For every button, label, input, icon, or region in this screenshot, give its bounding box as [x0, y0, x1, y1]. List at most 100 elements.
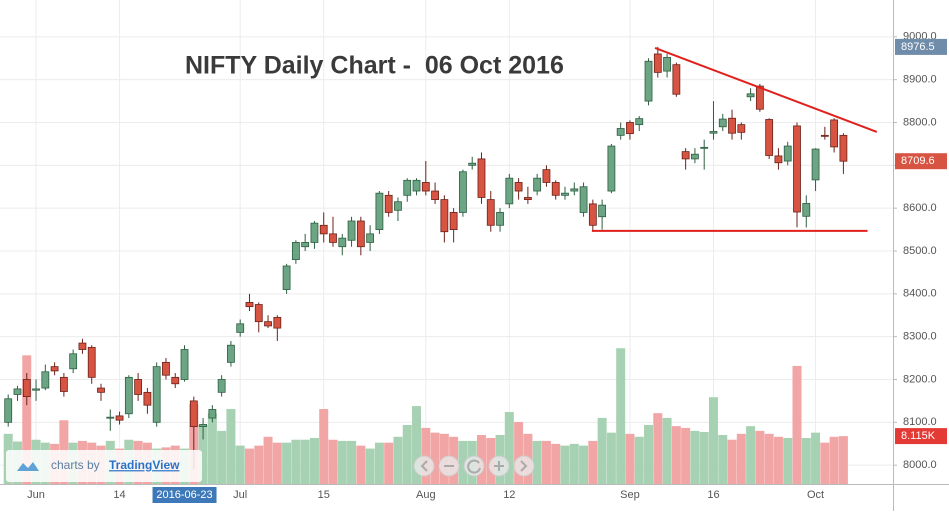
candle-body — [41, 371, 50, 389]
candle-body — [115, 415, 124, 421]
candle-body — [22, 379, 31, 398]
volume-bar — [217, 430, 227, 484]
volume-bar — [412, 406, 422, 484]
candle-body — [356, 220, 365, 248]
candle-body — [718, 118, 727, 128]
candle-body — [663, 56, 671, 72]
candle-body — [820, 134, 829, 137]
scroll-left-button[interactable] — [413, 455, 435, 477]
volume-bar — [829, 436, 839, 484]
candle-body — [199, 424, 207, 428]
candle-body — [616, 128, 625, 136]
last-price-label: 8709.6 — [901, 155, 935, 167]
candle-body — [653, 53, 662, 73]
volume-bar — [365, 448, 375, 484]
volume-bar — [235, 445, 245, 484]
candle-body — [106, 416, 115, 419]
candle-body — [477, 158, 486, 198]
volume-bar — [579, 445, 589, 484]
volume-bar — [356, 445, 366, 484]
volume-bar — [820, 442, 830, 484]
candle-body — [830, 119, 839, 148]
y-tick-label: 8000.0 — [903, 459, 937, 471]
volume-bar — [347, 440, 357, 484]
last-price-label-box — [895, 153, 947, 170]
volume-bar — [22, 355, 32, 484]
volume-bar — [551, 443, 561, 484]
candle-body — [403, 179, 412, 196]
candle-body — [579, 186, 588, 213]
volume-bar — [291, 439, 301, 484]
volume-bar — [616, 348, 626, 484]
candle-body — [189, 400, 198, 428]
candle-body — [802, 203, 811, 217]
candle-body — [310, 222, 319, 243]
x-tick-label: Oct — [807, 489, 824, 501]
y-tick-label: 8200.0 — [903, 373, 937, 385]
candle-body — [412, 179, 421, 192]
candle-body — [533, 177, 542, 192]
candle-body — [13, 388, 22, 395]
axes: 8000.0 8100.0 8200.0 8300.0 8400.0 8500.0 8600… — [27, 31, 947, 503]
watermark[interactable]: charts by TradingView — [6, 450, 202, 482]
chart-title: NIFTY Daily Chart - 06 Oct 2016 — [185, 52, 564, 80]
volume-bar — [838, 436, 848, 484]
candle-body — [811, 148, 820, 181]
volume-bar — [541, 440, 551, 484]
watermark-brand[interactable]: TradingView — [109, 458, 180, 472]
candle-body — [143, 391, 152, 406]
volume-bar — [402, 424, 412, 484]
volume-bar — [736, 433, 746, 484]
candle-body — [124, 376, 133, 415]
volume-bar — [773, 436, 783, 484]
candle-body — [32, 388, 40, 391]
candle-body — [783, 145, 792, 162]
candle-body — [421, 182, 430, 192]
volume-bar — [718, 435, 728, 484]
candle-body — [542, 169, 551, 183]
volume-bar — [783, 437, 793, 484]
volume-bar — [514, 422, 524, 484]
volume-bar — [319, 409, 329, 484]
high-price-label: 8976.5 — [901, 41, 935, 53]
x-tick-label: 14 — [113, 489, 125, 501]
candle-body — [338, 237, 347, 248]
volume-bar — [569, 443, 579, 484]
volume-bar — [644, 424, 654, 484]
y-tick-label: 8800.0 — [903, 116, 937, 128]
candle-body — [505, 177, 514, 205]
candle-body — [384, 194, 393, 213]
candle-body — [514, 182, 523, 192]
volume-bar — [606, 432, 616, 484]
crosshair-label: 2016-06-23 — [156, 489, 212, 501]
volume-bar — [309, 437, 319, 484]
candle-body — [264, 321, 272, 327]
volume-bar — [588, 440, 598, 484]
candle-body — [97, 387, 105, 393]
scroll-right-button[interactable] — [513, 455, 535, 477]
candle-body — [208, 409, 217, 419]
candle-body — [273, 316, 282, 329]
candle-body — [755, 85, 764, 110]
volume-bar — [244, 448, 254, 484]
candle-body — [570, 188, 579, 192]
candle-body — [375, 192, 384, 230]
candle-body — [551, 182, 560, 196]
candle-body — [793, 125, 801, 213]
candle-body — [50, 366, 59, 372]
high-price-label-box — [895, 38, 947, 55]
candle-body — [607, 145, 616, 192]
x-tick-label: Jul — [233, 489, 247, 501]
volume-bar — [811, 432, 821, 484]
x-tick-label: Aug — [416, 489, 436, 501]
x-tick-label: 12 — [503, 489, 515, 501]
candle-body — [319, 224, 328, 235]
volume-bar — [671, 426, 681, 484]
candle-body — [774, 155, 783, 164]
volume-bar — [727, 439, 737, 484]
volume-bar — [374, 442, 384, 484]
watermark-logo — [17, 462, 39, 471]
y-tick-label: 8300.0 — [903, 331, 937, 343]
